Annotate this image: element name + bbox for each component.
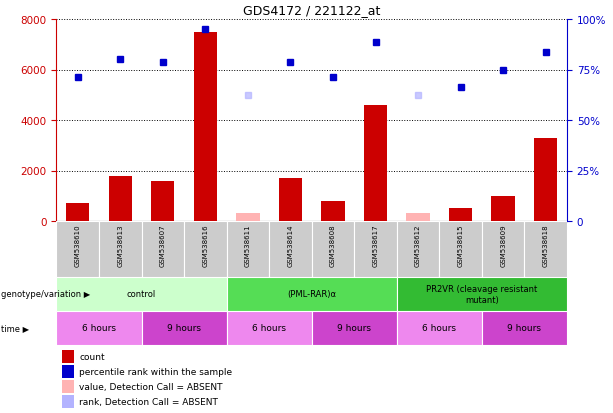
Text: GSM538611: GSM538611	[245, 224, 251, 266]
Bar	[99, 221, 142, 277]
Text: 6 hours: 6 hours	[252, 324, 286, 333]
Bar	[236, 214, 259, 221]
Bar	[406, 214, 430, 221]
Text: 6 hours: 6 hours	[422, 324, 456, 333]
Text: 9 hours: 9 hours	[337, 324, 371, 333]
Bar	[354, 221, 397, 277]
Bar	[364, 106, 387, 221]
Bar	[311, 311, 397, 345]
Bar	[56, 277, 227, 311]
Text: genotype/variation ▶: genotype/variation ▶	[1, 290, 90, 299]
Bar	[397, 221, 440, 277]
Bar	[397, 277, 567, 311]
Text: GSM538608: GSM538608	[330, 224, 336, 266]
Bar	[194, 33, 217, 221]
Text: GSM538610: GSM538610	[75, 224, 81, 266]
Text: 9 hours: 9 hours	[167, 324, 201, 333]
Text: rank, Detection Call = ABSENT: rank, Detection Call = ABSENT	[79, 397, 218, 406]
Bar	[279, 179, 302, 221]
Bar	[311, 221, 354, 277]
Text: GSM538612: GSM538612	[415, 224, 421, 266]
Text: GSM538613: GSM538613	[117, 224, 123, 266]
Bar	[321, 201, 345, 221]
Bar	[151, 181, 175, 221]
Text: 9 hours: 9 hours	[508, 324, 541, 333]
Bar	[227, 311, 311, 345]
Bar	[482, 311, 567, 345]
Text: GSM538617: GSM538617	[373, 224, 379, 266]
Title: GDS4172 / 221122_at: GDS4172 / 221122_at	[243, 5, 381, 17]
Text: PR2VR (cleavage resistant
mutant): PR2VR (cleavage resistant mutant)	[426, 285, 538, 304]
Text: GSM538609: GSM538609	[500, 224, 506, 266]
Bar	[534, 138, 557, 221]
Bar	[56, 221, 99, 277]
Bar	[66, 204, 89, 221]
Bar	[482, 221, 525, 277]
Bar	[440, 221, 482, 277]
Text: GSM538615: GSM538615	[458, 224, 463, 266]
Text: GSM538607: GSM538607	[160, 224, 166, 266]
Bar	[227, 221, 269, 277]
Text: percentile rank within the sample: percentile rank within the sample	[79, 367, 232, 376]
Text: time ▶: time ▶	[1, 324, 29, 333]
Bar	[525, 221, 567, 277]
Bar	[142, 311, 227, 345]
Text: GSM538614: GSM538614	[287, 224, 294, 266]
Bar	[109, 176, 132, 221]
Text: control: control	[127, 290, 156, 299]
Text: value, Detection Call = ABSENT: value, Detection Call = ABSENT	[79, 382, 223, 391]
Text: count: count	[79, 352, 105, 361]
Bar	[61, 365, 74, 378]
Bar	[142, 221, 184, 277]
Bar	[61, 380, 74, 393]
Bar	[397, 311, 482, 345]
Bar	[61, 395, 74, 408]
Bar	[492, 196, 515, 221]
Text: 6 hours: 6 hours	[82, 324, 116, 333]
Text: GSM538618: GSM538618	[543, 224, 549, 266]
Bar	[269, 221, 311, 277]
Bar	[56, 311, 142, 345]
Bar	[184, 221, 227, 277]
Text: GSM538616: GSM538616	[202, 224, 208, 266]
Bar	[61, 350, 74, 363]
Text: (PML-RAR)α: (PML-RAR)α	[287, 290, 336, 299]
Bar	[449, 209, 473, 221]
Bar	[227, 277, 397, 311]
